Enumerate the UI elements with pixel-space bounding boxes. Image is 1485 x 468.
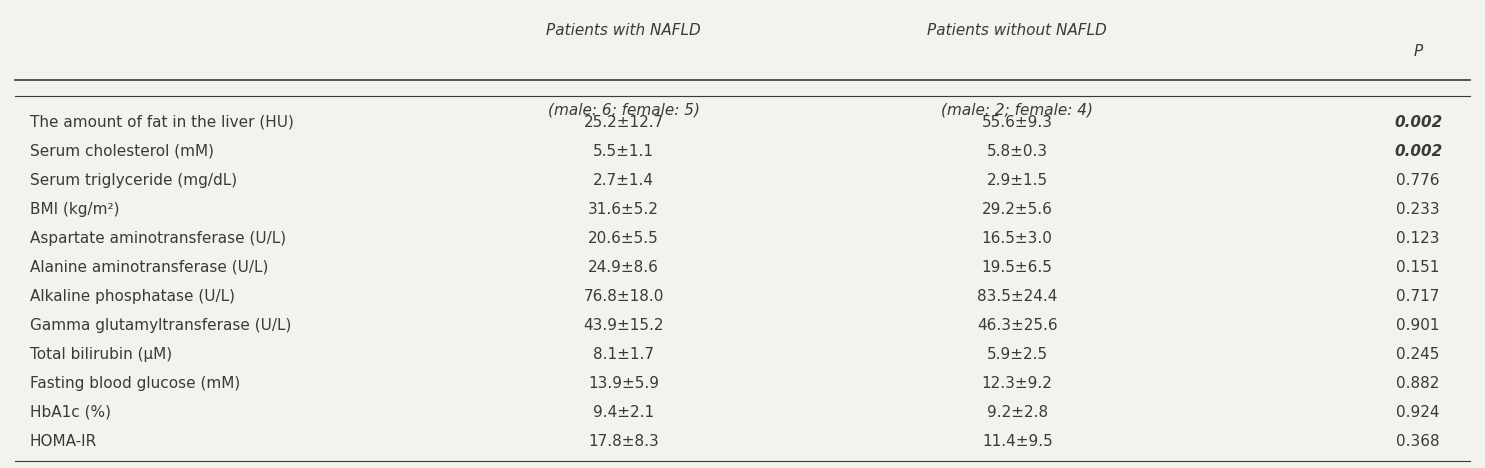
Text: 16.5±3.0: 16.5±3.0 [982,231,1053,246]
Text: Alkaline phosphatase (U/L): Alkaline phosphatase (U/L) [30,289,235,304]
Text: 5.9±2.5: 5.9±2.5 [986,347,1048,362]
Text: 46.3±25.6: 46.3±25.6 [977,318,1057,333]
Text: 2.9±1.5: 2.9±1.5 [986,173,1048,188]
Text: 0.233: 0.233 [1396,202,1440,217]
Text: 9.2±2.8: 9.2±2.8 [986,405,1048,420]
Text: P: P [1414,44,1423,59]
Text: 19.5±6.5: 19.5±6.5 [982,260,1053,275]
Text: 55.6±9.3: 55.6±9.3 [982,115,1053,130]
Text: The amount of fat in the liver (HU): The amount of fat in the liver (HU) [30,115,294,130]
Text: Patients with NAFLD: Patients with NAFLD [546,23,701,38]
Text: 29.2±5.6: 29.2±5.6 [982,202,1053,217]
Text: 8.1±1.7: 8.1±1.7 [593,347,655,362]
Text: Serum triglyceride (mg/dL): Serum triglyceride (mg/dL) [30,173,236,188]
Text: 13.9±5.9: 13.9±5.9 [588,376,659,391]
Text: Gamma glutamyltransferase (U/L): Gamma glutamyltransferase (U/L) [30,318,291,333]
Text: HbA1c (%): HbA1c (%) [30,405,111,420]
Text: 0.924: 0.924 [1396,405,1440,420]
Text: 5.5±1.1: 5.5±1.1 [593,144,655,159]
Text: 12.3±9.2: 12.3±9.2 [982,376,1053,391]
Text: BMI (kg/m²): BMI (kg/m²) [30,202,119,217]
Text: (male: 6; female: 5): (male: 6; female: 5) [548,103,699,118]
Text: 0.776: 0.776 [1396,173,1440,188]
Text: 0.245: 0.245 [1396,347,1440,362]
Text: 0.717: 0.717 [1396,289,1440,304]
Text: 0.882: 0.882 [1396,376,1440,391]
Text: 83.5±24.4: 83.5±24.4 [977,289,1057,304]
Text: Aspartate aminotransferase (U/L): Aspartate aminotransferase (U/L) [30,231,285,246]
Text: Total bilirubin (μM): Total bilirubin (μM) [30,347,172,362]
Text: 0.123: 0.123 [1396,231,1440,246]
Text: 76.8±18.0: 76.8±18.0 [584,289,664,304]
Text: 2.7±1.4: 2.7±1.4 [593,173,655,188]
Text: Serum cholesterol (mM): Serum cholesterol (mM) [30,144,214,159]
Text: 24.9±8.6: 24.9±8.6 [588,260,659,275]
Text: 0.002: 0.002 [1394,115,1442,130]
Text: 9.4±2.1: 9.4±2.1 [593,405,655,420]
Text: Alanine aminotransferase (U/L): Alanine aminotransferase (U/L) [30,260,269,275]
Text: Patients without NAFLD: Patients without NAFLD [927,23,1108,38]
Text: 20.6±5.5: 20.6±5.5 [588,231,659,246]
Text: 0.901: 0.901 [1396,318,1440,333]
Text: 11.4±9.5: 11.4±9.5 [982,434,1053,449]
Text: 17.8±8.3: 17.8±8.3 [588,434,659,449]
Text: 5.8±0.3: 5.8±0.3 [986,144,1048,159]
Text: (male: 2; female: 4): (male: 2; female: 4) [941,103,1093,118]
Text: Fasting blood glucose (mM): Fasting blood glucose (mM) [30,376,241,391]
Text: 0.368: 0.368 [1396,434,1440,449]
Text: 31.6±5.2: 31.6±5.2 [588,202,659,217]
Text: 25.2±12.7: 25.2±12.7 [584,115,664,130]
Text: HOMA-IR: HOMA-IR [30,434,97,449]
Text: 0.002: 0.002 [1394,144,1442,159]
Text: 43.9±15.2: 43.9±15.2 [584,318,664,333]
Text: 0.151: 0.151 [1396,260,1440,275]
